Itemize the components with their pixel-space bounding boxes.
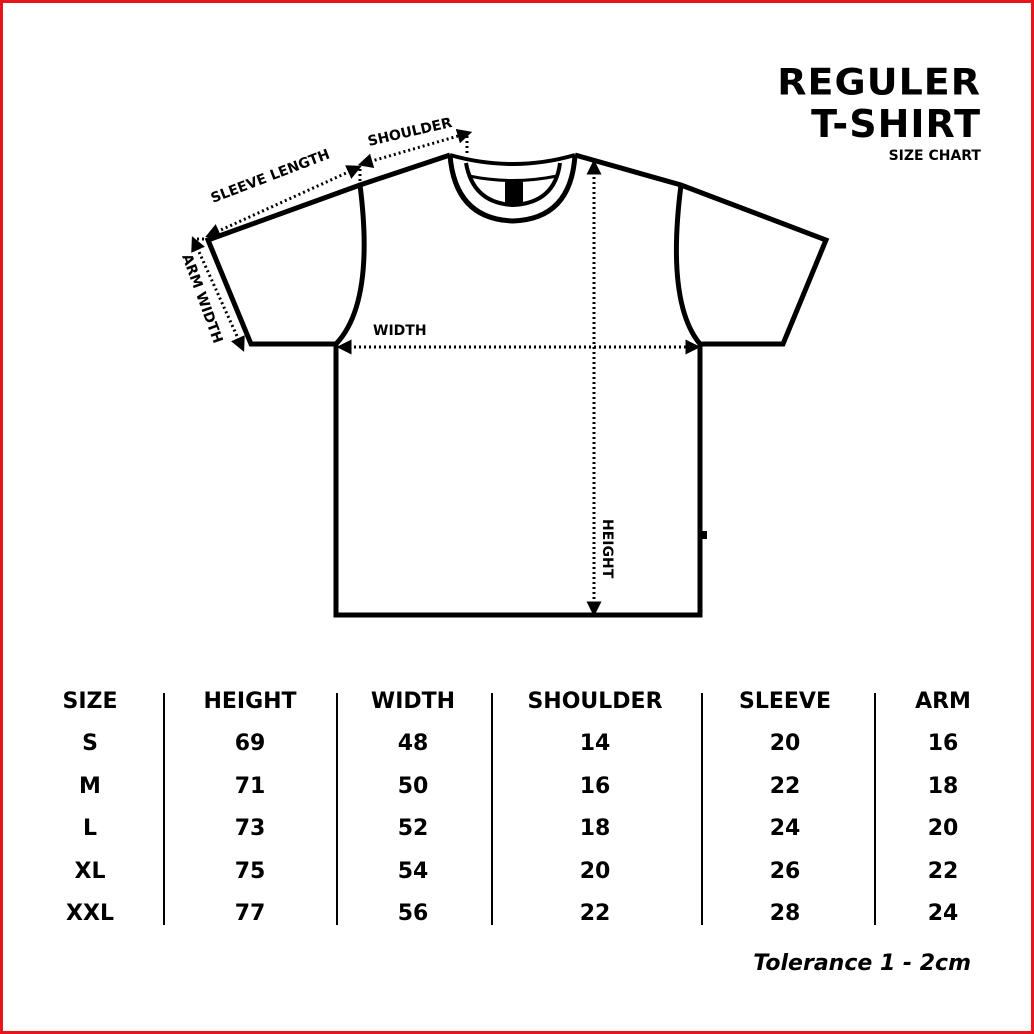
collar-outer (447, 154, 578, 224)
table-cell: 75 (234, 859, 266, 884)
column-header: SHOULDER (527, 689, 663, 714)
table-cell: 56 (397, 901, 429, 926)
collar-top (449, 153, 576, 166)
column-divider (874, 693, 876, 925)
table-cell: 52 (397, 816, 429, 841)
table-cell: 71 (234, 774, 266, 799)
table-cell: 54 (397, 859, 429, 884)
shoulder-label: SHOULDER (366, 115, 454, 150)
table-cell: 69 (234, 731, 266, 756)
subtitle: SIZE CHART (888, 148, 981, 164)
tolerance-note: Tolerance 1 - 2cm (753, 951, 971, 976)
table-cell: 20 (579, 859, 611, 884)
table-cell: 14 (579, 731, 611, 756)
table-cell: 20 (769, 731, 801, 756)
table-cell: XXL (66, 901, 114, 926)
tshirt-diagram: SLEEVE LENGTH SHOULDER ARM WIDTH WIDTH H… (178, 115, 830, 618)
sleeve-length-label: SLEEVE LENGTH (209, 147, 332, 207)
table-cell: 24 (927, 901, 959, 926)
table-cell: 18 (927, 774, 959, 799)
table-cell: 28 (769, 901, 801, 926)
table-cell: 22 (579, 901, 611, 926)
column-header: WIDTH (370, 689, 456, 714)
column-divider (491, 693, 493, 925)
column-divider (701, 693, 703, 925)
table-cell: L (82, 816, 98, 841)
table-cell: 73 (234, 816, 266, 841)
table-cell: M (79, 774, 101, 799)
table-cell: 16 (927, 731, 959, 756)
table-cell: 22 (927, 859, 959, 884)
height-label: HEIGHT (599, 519, 615, 579)
column-header: ARM (915, 689, 971, 714)
title-line-2: T-SHIRT (811, 102, 981, 146)
table-cell: 22 (769, 774, 801, 799)
tshirt-outline (204, 152, 830, 618)
column-header: SLEEVE (739, 689, 831, 714)
column-header: HEIGHT (203, 689, 297, 714)
table-cell: 18 (579, 816, 611, 841)
table-cell: 77 (234, 901, 266, 926)
table-cell: 26 (769, 859, 801, 884)
left-armhole (334, 184, 367, 346)
table-cell: 48 (397, 731, 429, 756)
table-cell: 16 (579, 774, 611, 799)
collar-tag (505, 181, 523, 205)
column-header: SIZE (62, 689, 118, 714)
table-cell: XL (74, 859, 106, 884)
table-cell: 20 (927, 816, 959, 841)
width-label: WIDTH (373, 323, 427, 339)
table-cell: 24 (769, 816, 801, 841)
table-cell: S (82, 731, 98, 756)
column-divider (336, 693, 338, 925)
table-cell: 50 (397, 774, 429, 799)
title-line-1: REGULER (777, 61, 981, 103)
column-divider (163, 693, 165, 925)
right-armhole (673, 184, 702, 346)
